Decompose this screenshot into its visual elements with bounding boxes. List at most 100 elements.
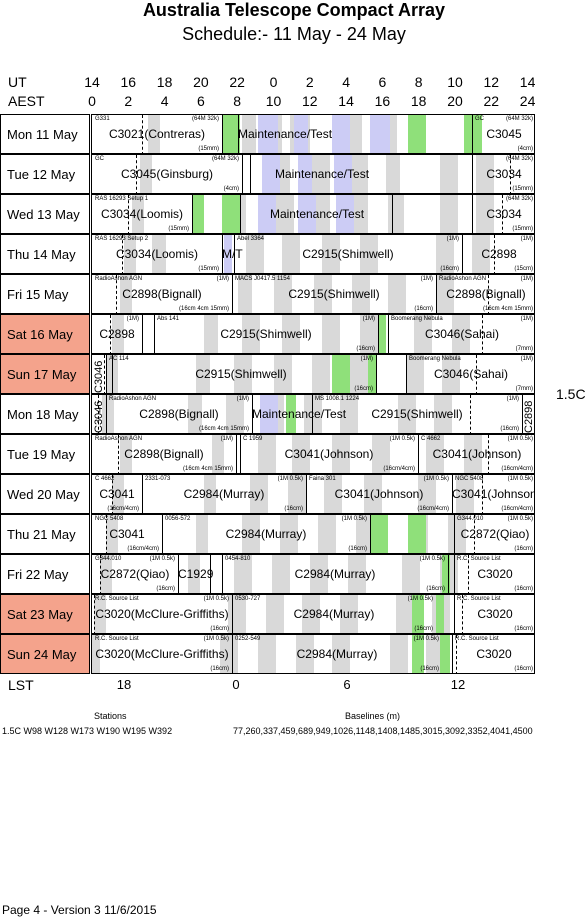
day-timeline: NGC 5408 C3041 (16cm/4cm) 0056-572 (1M 0.5k)… [91, 514, 535, 554]
block-divider [454, 555, 455, 593]
schedule-block: G344.010 (1M 0.5k) C2872(Qiao) (16cm) [92, 555, 178, 593]
night-stripe [132, 195, 144, 233]
day-label: Mon 18 May [0, 394, 90, 434]
schedule-block: 2331-073 (1M 0.5k) C2984(Murray) (16cm) [142, 475, 306, 513]
block-band: (16cm 4cm 15mm) [182, 466, 233, 472]
block-project: C3034 [486, 207, 522, 221]
block-divider [252, 395, 253, 433]
night-stripe [274, 275, 292, 313]
block-divider [222, 235, 223, 273]
lst-midnight-line [482, 475, 483, 513]
block-band: (16cm) [414, 626, 433, 632]
block-divider [240, 195, 241, 233]
block-band: (16cm) [514, 586, 533, 592]
block-source: 2331-073 [145, 476, 171, 482]
block-correlator: (1M 0.5k) [341, 516, 367, 522]
lst-midnight-line [474, 515, 475, 553]
ut-tick-label: 2 [305, 74, 314, 90]
day-row: Tue 19 May RadioAshon AGN (1M) C2898(Bignal… [0, 434, 588, 474]
night-stripe [242, 515, 260, 553]
night-stripe [476, 195, 494, 233]
block-band: (15mm) [198, 146, 219, 152]
lst-midnight-line [510, 155, 511, 193]
aest-tick-label: 16 [374, 93, 391, 109]
night-stripe [360, 235, 378, 273]
night-stripe [322, 235, 340, 273]
block-project: C2915(Shimwell) [302, 247, 394, 261]
day-timeline: R.C. Source List (1M 0.5k) C3020(McClure-G… [91, 634, 535, 674]
block-project: C3034(Loomis) [100, 207, 184, 221]
lst-midnight-line [112, 475, 113, 513]
green-stripe [222, 115, 240, 153]
night-stripe [448, 515, 466, 553]
day-row: Thu 21 May NGC 5408 C3041 (16cm/4cm) 0056-57… [0, 514, 588, 554]
block-divider [472, 195, 473, 233]
ut-axis-label: UT [8, 74, 27, 90]
block-project: C3020(McClure-Griffiths) [95, 607, 229, 621]
block-band: (16cm) [440, 266, 459, 272]
block-source: RadioAshon AGN [95, 436, 143, 442]
night-stripe [456, 475, 474, 513]
night-stripe [472, 235, 490, 273]
block-divider [222, 115, 223, 153]
night-stripe [100, 555, 112, 593]
green-stripe [378, 315, 386, 353]
block-project: C3034 [486, 167, 522, 181]
night-stripe [120, 275, 132, 313]
day-row: Tue 12 May GC (64M 32k) C3045(Ginsburg) (4cm… [0, 154, 588, 194]
green-stripe [408, 515, 426, 553]
block-band: (4cm) [223, 186, 239, 192]
day-label: Tue 12 May [0, 154, 90, 194]
baselines-heading: Baselines (m) [345, 711, 401, 721]
block-correlator: (1M) [420, 276, 433, 282]
block-band: (16cm) [348, 546, 367, 552]
schedule-block: RAS 16293 Setup 1 C3034(Loomis) (15mm) [92, 195, 192, 233]
maintenance-stripe [262, 155, 280, 193]
block-correlator: (1M) [520, 236, 533, 242]
lst-axis-label: LST [8, 677, 34, 693]
block-project: C3041(Johnson) [284, 447, 374, 461]
block-source: RadioAshon AGN [95, 276, 143, 282]
night-stripe [452, 315, 470, 353]
block-project: C2915(Shimwell) [371, 407, 463, 421]
day-label: Wed 13 May [0, 194, 90, 234]
green-stripe [436, 595, 444, 633]
block-divider [106, 355, 107, 393]
schedule-block: (64M 32k) C3034 (15mm) [472, 195, 534, 233]
aest-tick-label: 8 [233, 93, 242, 109]
night-stripe [250, 475, 268, 513]
schedule-block: (1M) C2898 (15cm) [462, 235, 534, 273]
night-stripe [188, 395, 202, 433]
block-source: NGC 5408 [455, 476, 484, 482]
lst-midnight-line [106, 515, 107, 553]
day-row: Fri 22 May G344.010 (1M 0.5k) C2872(Qiao) (1… [0, 554, 588, 594]
green-stripe [440, 635, 450, 673]
schedule-block: G331 (64M 32k) C3021(Contreras) (15mm) [92, 115, 222, 153]
schedule-block: GC (64M 32k) C3045(Ginsburg) (4cm) [92, 155, 242, 193]
block-source: R.C. Source List [95, 596, 139, 602]
night-stripe [396, 595, 414, 633]
maintenance-stripe [258, 195, 276, 233]
block-correlator: (1M) [126, 316, 139, 322]
day-timeline: RAS 16293 Setup 2 C3034(Loomis) (15mm) M/T A… [91, 234, 535, 274]
block-project: C3041 [109, 527, 145, 541]
block-project: C3020 [477, 567, 513, 581]
schedule-block: R.C. Source List (1M 0.5k) C3020(McClure-G… [92, 635, 232, 673]
night-stripe [188, 555, 200, 593]
block-project: C3041(Johnson) [432, 447, 522, 461]
green-stripe [370, 515, 388, 553]
ut-tick-label: 8 [414, 74, 423, 90]
night-stripe [242, 115, 256, 153]
block-project: C2984(Murray) [183, 487, 265, 501]
lst-midnight-line [482, 315, 483, 353]
night-stripe [276, 195, 294, 233]
block-project: C2872(Qiao) [100, 567, 170, 581]
night-stripe [350, 155, 368, 193]
schedule-block: 0530-727 (1M 0.5k) C2984(Murray) (16cm) [232, 595, 436, 633]
block-project: C2898(Bignall) [139, 407, 219, 421]
block-correlator: (1M) [362, 316, 375, 322]
block-correlator: (64M 32k) [191, 116, 219, 122]
block-project: C3020(McClure-Griffiths) [95, 647, 229, 661]
night-stripe [148, 115, 160, 153]
block-band: (7mm) [515, 386, 533, 392]
